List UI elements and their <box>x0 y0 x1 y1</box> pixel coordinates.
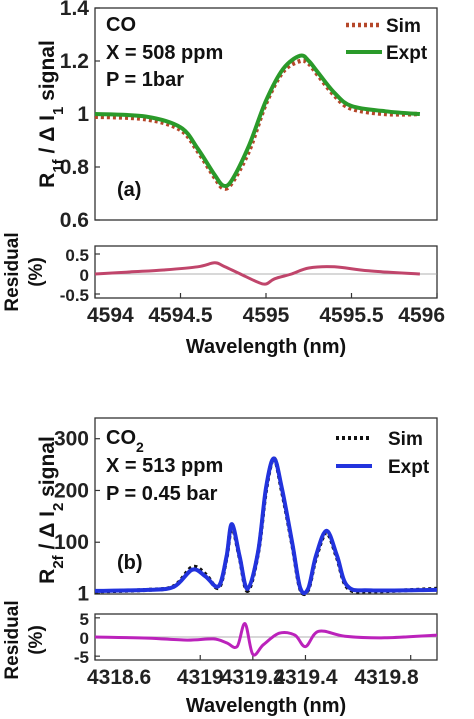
panel-a-expt-line <box>94 53 421 189</box>
panel-b-x-axis-label: Wavelength (nm) <box>186 695 346 717</box>
panel-b-residual-y-label-line2: (%) <box>26 625 47 655</box>
panel-a-residual-y-tick-label: 0.5 <box>65 246 89 265</box>
panel-b-y-tick-label: 100 <box>54 531 89 554</box>
panel-a-pressure: P = 1bar <box>106 69 184 91</box>
panel-b-species: CO2 <box>106 427 144 455</box>
panel-a-x-axis-label: Wavelength (nm) <box>186 336 346 358</box>
panel-a-residual-y-ticks: -0.500.5 <box>60 246 100 305</box>
panel-b-y-tick-label: 300 <box>54 428 89 451</box>
panel-a-residual-y-label-line2: (%) <box>26 257 47 287</box>
panel-a-legend-expt-label: Expt <box>386 43 428 64</box>
panel-a-x-tick-label: 4594 <box>87 304 134 327</box>
panel-a-residual-y-tick-label: -0.5 <box>60 286 89 305</box>
panel-b-y-ticks: 1 100 200 300 <box>54 428 100 605</box>
panel-b-residual-y-tick-label: 5 <box>80 610 89 629</box>
panel-b-y-axis-label: R2f / Δ I2 signal <box>36 436 67 584</box>
panel-a-residual-y-tick-label: 0 <box>80 266 89 285</box>
panel-a-main: 0.6 0.8 1 1.2 1.4 CO X = 508 ppm P = 1bar (a… <box>36 0 438 232</box>
panel-a-x-tick-label: 4596 <box>398 304 445 327</box>
panel-a-residual-y-label-line1: Residual <box>2 232 23 311</box>
panel-a-y-ticks: 0.6 0.8 1 1.2 1.4 <box>60 0 100 232</box>
panel-a-concentration: X = 508 ppm <box>106 42 223 64</box>
panel-a-y-axis-label: R1f / Δ I1 signal <box>36 40 67 188</box>
panel-b-plot-frame <box>94 417 438 595</box>
panel-a-y-tick-label: 0.8 <box>60 156 90 179</box>
panel-b-expt-line <box>94 456 438 596</box>
panel-b-x-tick-label: 4319 <box>177 666 224 689</box>
panel-a-label: (a) <box>117 179 141 201</box>
panel-b-residual-y-tick-label: 0 <box>80 629 89 648</box>
panel-a-species: CO <box>106 14 136 36</box>
panel-a-y-tick-label: 0.6 <box>60 209 89 232</box>
panel-b-x-tick-label: 4319.8 <box>354 666 419 689</box>
panel-b-x-tick-label: 4319.4 <box>273 666 338 689</box>
panel-b-residual-y-tick-label: -5 <box>74 648 89 667</box>
panel-b-concentration: X = 513 ppm <box>106 455 223 477</box>
panel-a-residual-x-ticks: 4594 4594.5 4595 4595.5 4596 <box>87 293 445 327</box>
panel-a-y-tick-label: 1.2 <box>60 50 89 73</box>
panel-a-legend-sim-label: Sim <box>386 16 421 37</box>
panel-a-x-tick-label: 4595 <box>243 304 290 327</box>
panel-b-legend-expt-label: Expt <box>388 457 430 478</box>
panel-a-residual-line <box>94 261 420 286</box>
panel-b-pressure: P = 0.45 bar <box>106 483 218 505</box>
panel-a-x-tick-label: 4595.5 <box>319 304 384 327</box>
panel-a-y-tick-label: 1.4 <box>60 0 90 20</box>
panel-b-label: (b) <box>117 552 143 574</box>
panel-a-legend: Sim Expt <box>346 16 428 64</box>
panel-b-y-tick-label: 1 <box>77 582 89 605</box>
panel-b-legend: Sim Expt <box>336 429 430 478</box>
panel-a-x-tick-label: 4594.5 <box>148 304 213 327</box>
panel-b-x-tick-label: 4318.6 <box>87 666 151 689</box>
panel-b-residual-line <box>94 622 438 657</box>
panel-b-y-tick-label: 200 <box>54 479 89 502</box>
panel-b-x-tick-label: 4319.2 <box>221 666 285 689</box>
panel-a-y-tick-label: 1 <box>77 103 89 126</box>
panel-b-legend-sim-label: Sim <box>388 429 423 450</box>
panel-b-residual-y-label-line1: Residual <box>2 600 23 679</box>
panel-a-residual: -0.500.5 4594 4594.5 4595 4595.5 4596 Residu… <box>2 232 445 358</box>
